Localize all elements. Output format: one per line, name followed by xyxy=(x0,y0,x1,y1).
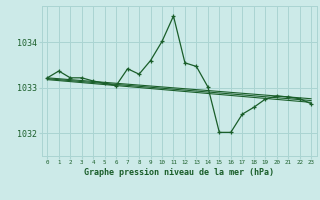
X-axis label: Graphe pression niveau de la mer (hPa): Graphe pression niveau de la mer (hPa) xyxy=(84,168,274,177)
